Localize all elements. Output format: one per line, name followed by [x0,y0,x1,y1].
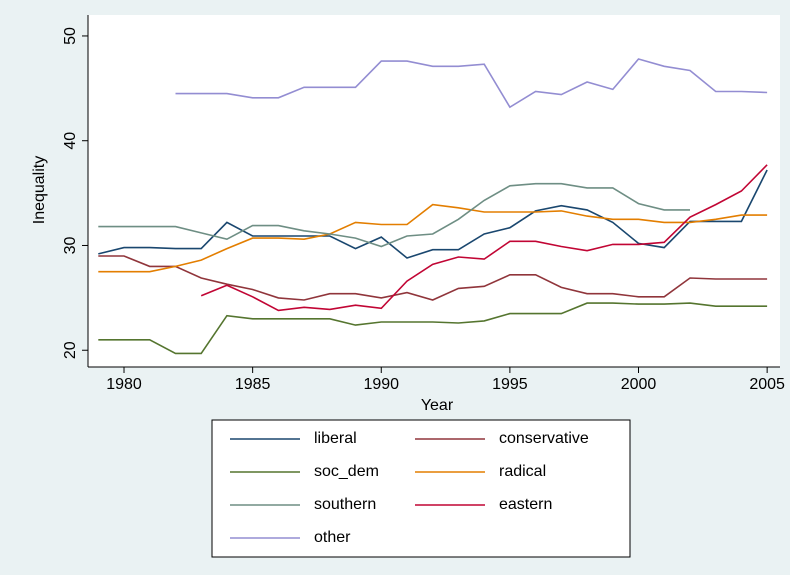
x-tick-label: 1980 [106,376,142,393]
legend [211,419,631,558]
legend-label: conservative [499,430,589,447]
x-tick-label: 2005 [749,376,785,393]
plot-area [88,15,780,367]
series-line [98,255,768,301]
legend-label: eastern [499,496,552,513]
y-tick-label: 50 [62,27,79,45]
x-axis-label: Year [421,397,454,414]
y-tick-label: 40 [62,132,79,150]
y-axis-label: Inequality [31,156,48,225]
legend-label: other [314,529,351,546]
y-tick-label: 20 [62,341,79,359]
series-line [98,182,690,248]
series-line [175,58,768,109]
series-line [98,169,768,259]
legend-label: southern [314,496,376,513]
legend-label: liberal [314,430,357,447]
legend-label: soc_dem [314,463,379,480]
x-tick-label: 2000 [621,376,657,393]
legend-label: radical [499,463,546,480]
y-tick-label: 30 [62,236,79,254]
series-line [98,302,768,355]
x-tick-label: 1995 [492,376,528,393]
x-tick-label: 1985 [235,376,271,393]
x-tick-label: 1990 [363,376,399,393]
series-line [200,164,768,312]
series-line [98,203,768,273]
